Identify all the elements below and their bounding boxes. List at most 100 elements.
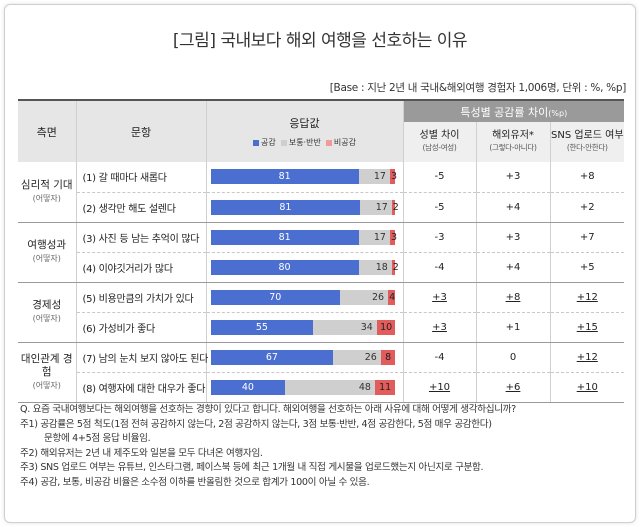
stacked-bar: 81 17 3 bbox=[210, 229, 399, 245]
footnotes: Q. 요즘 국내여행보다는 해외여행을 선호하는 경향이 있다고 합니다. 해외… bbox=[20, 403, 620, 491]
group-name: 대인관계 경험 bbox=[20, 352, 73, 378]
table-row: 심리적 기대 (어떻자) (1) 갈 때마다 새롭다 81 17 3 -5 +3 +8 bbox=[18, 162, 625, 223]
bar-neutral: 34 bbox=[313, 319, 377, 335]
bar-agree: 67 bbox=[210, 349, 334, 365]
bar-cell: 55 34 10 bbox=[205, 312, 403, 343]
header-overseas-gap: 해외유저* (그렇다-아니다) bbox=[475, 122, 550, 162]
bar-agree: 81 bbox=[210, 199, 361, 215]
bar-disagree: 2 bbox=[391, 259, 399, 275]
gap-sns: +10 bbox=[549, 372, 625, 403]
header-gap-group: 특성별 공감률 차이(%p) bbox=[402, 100, 625, 122]
bar-agree: 81 bbox=[210, 229, 359, 245]
legend-swatch-disagree bbox=[325, 139, 332, 146]
header-gap-unit: (%p) bbox=[548, 108, 568, 118]
note-2: 주2) 해외유저는 2년 내 제주도와 일본을 모두 다녀온 여행자임. bbox=[20, 447, 263, 459]
bar-neutral: 17 bbox=[360, 199, 392, 215]
item-label: (8) 여행자에 대한 대우가 좋다 bbox=[75, 372, 206, 403]
legend-agree: 공감 bbox=[261, 138, 276, 147]
table-row: (4) 이야깃거리가 많다 80 18 2 -4 +4 +5 bbox=[18, 252, 625, 283]
header-category: 측면 bbox=[18, 100, 76, 162]
bar-agree: 40 bbox=[210, 379, 286, 395]
gap-overseas: +4 bbox=[475, 252, 550, 283]
table-row: (2) 생각만 해도 설렌다 81 17 2 -5 +4 +2 bbox=[18, 192, 625, 223]
stacked-bar: 70 26 4 bbox=[210, 289, 399, 305]
chart-legend: 공감 보통·반반 비공감 bbox=[207, 137, 403, 148]
bar-disagree: 11 bbox=[374, 379, 396, 395]
note-3: 주3) SNS 업로드 여부는 유튜브, 인스타그램, 페이스북 등에 최근 1… bbox=[20, 462, 484, 474]
legend-swatch-neutral bbox=[280, 139, 287, 146]
gap-gender: +3 bbox=[402, 282, 476, 313]
bar-neutral: 26 bbox=[340, 289, 389, 305]
stacked-bar: 81 17 2 bbox=[210, 199, 399, 215]
header-response: 응답값 공감 보통·반반 비공감 bbox=[205, 100, 403, 162]
bar-agree: 81 bbox=[210, 169, 359, 185]
group-label: 경제성 (어떻자) bbox=[18, 282, 76, 343]
bar-cell: 81 17 3 bbox=[205, 162, 403, 193]
table-row: (8) 여행자에 대한 대우가 좋다 40 48 11 +10 +6 +10 bbox=[18, 372, 625, 403]
survey-table: 측면 문항 응답값 공감 보통·반반 비공감 특성별 공감률 차이(%p) 성별… bbox=[18, 99, 625, 403]
group-name: 경제성 bbox=[32, 299, 62, 311]
table-row: 대인관계 경험 (어떻자) (7) 남의 눈치 보지 않아도 된다 67 26 8 -4 0 +… bbox=[18, 342, 625, 403]
bar-disagree: 3 bbox=[389, 169, 398, 185]
bar-cell: 40 48 11 bbox=[205, 372, 403, 403]
stacked-bar: 55 34 10 bbox=[210, 319, 399, 335]
group-label: 대인관계 경험 (어떻자) bbox=[18, 342, 76, 403]
bar-agree: 55 bbox=[210, 319, 314, 335]
note-question: Q. 요즘 국내여행보다는 해외여행을 선호하는 경향이 있다고 합니다. 해외… bbox=[20, 404, 516, 415]
bar-cell: 80 18 2 bbox=[205, 252, 403, 283]
item-label: (5) 비용만큼의 가치가 있다 bbox=[75, 282, 206, 313]
bar-agree: 80 bbox=[210, 259, 359, 275]
gap-sns: +15 bbox=[549, 312, 625, 343]
bar-disagree: 10 bbox=[376, 319, 396, 335]
stacked-bar: 40 48 11 bbox=[210, 379, 399, 395]
stacked-bar: 81 17 3 bbox=[210, 169, 399, 185]
item-label: (4) 이야깃거리가 많다 bbox=[75, 252, 206, 283]
table-row: (6) 가성비가 좋다 55 34 10 +3 +1 +15 bbox=[18, 312, 625, 343]
gap-sns: +5 bbox=[549, 252, 625, 283]
header-response-label: 응답값 bbox=[289, 117, 320, 130]
group-label: 심리적 기대 (어떻자) bbox=[18, 162, 76, 223]
gap-sns: +12 bbox=[549, 342, 625, 373]
header-item: 문항 bbox=[75, 100, 206, 162]
group-name: 심리적 기대 bbox=[20, 178, 73, 191]
header-sns-gap: SNS 업로드 여부 (한다-안한다) bbox=[549, 122, 625, 162]
table-row: 경제성 (어떻자) (5) 비용만큼의 가치가 있다 70 26 4 +3 +8 +12 bbox=[18, 282, 625, 343]
bar-cell: 70 26 4 bbox=[205, 282, 403, 313]
base-note: [Base : 지난 2년 내 국내&해외여행 경험자 1,006명, 단위 :… bbox=[329, 82, 627, 94]
bar-disagree: 8 bbox=[380, 349, 396, 365]
note-4: 주4) 공감, 보통, 비공감 비율은 소수점 이하를 반올림한 것으로 합계가… bbox=[20, 476, 370, 488]
item-label: (7) 남의 눈치 보지 않아도 된다 bbox=[75, 342, 208, 373]
group-sub: (어떻자) bbox=[32, 193, 61, 203]
item-label: (6) 가성비가 좋다 bbox=[75, 312, 206, 343]
header-gap-label: 특성별 공감률 차이 bbox=[460, 105, 549, 119]
bar-agree: 70 bbox=[210, 289, 340, 305]
bar-neutral: 48 bbox=[285, 379, 375, 395]
stacked-bar: 67 26 8 bbox=[210, 349, 399, 365]
bar-cell: 81 17 3 bbox=[205, 222, 403, 253]
bar-neutral: 17 bbox=[358, 229, 390, 245]
bar-cell: 81 17 2 bbox=[205, 192, 403, 223]
note-1-cont: 문항에 4+5점 응답 비율임. bbox=[44, 433, 151, 445]
gap-gender: +3 bbox=[402, 312, 476, 343]
gap-overseas: +3 bbox=[475, 222, 550, 253]
gap-sns: +7 bbox=[549, 222, 625, 253]
gap-overseas: +6 bbox=[475, 372, 550, 403]
bar-disagree: 3 bbox=[389, 229, 398, 245]
gap-overseas: +8 bbox=[475, 282, 550, 313]
bar-neutral: 26 bbox=[333, 349, 381, 365]
gap-gender: -5 bbox=[402, 162, 476, 193]
item-label: (3) 사진 등 남는 추억이 많다 bbox=[75, 222, 206, 253]
note-1: 주1) 공감률은 5점 척도(1점 전혀 공감하지 않는다, 2점 공감하지 않… bbox=[20, 418, 492, 430]
header-gender-gap: 성별 차이 (남성-여성) bbox=[402, 122, 476, 162]
gap-sns: +12 bbox=[549, 282, 625, 313]
gap-overseas: +3 bbox=[475, 162, 550, 193]
item-label: (2) 생각만 해도 설렌다 bbox=[75, 192, 206, 223]
legend-neutral: 보통·반반 bbox=[288, 138, 321, 147]
table-row: 여행성과 (어떻자) (3) 사진 등 남는 추억이 많다 81 17 3 -3 +3 +7 bbox=[18, 222, 625, 283]
group-name: 여행성과 bbox=[27, 239, 67, 251]
gap-overseas: 0 bbox=[475, 342, 550, 373]
bar-neutral: 18 bbox=[358, 259, 392, 275]
table-body: 심리적 기대 (어떻자) (1) 갈 때마다 새롭다 81 17 3 -5 +3 +8 (2) 생… bbox=[18, 162, 625, 403]
gap-sns: +2 bbox=[549, 192, 625, 223]
gap-gender: -5 bbox=[402, 192, 476, 223]
